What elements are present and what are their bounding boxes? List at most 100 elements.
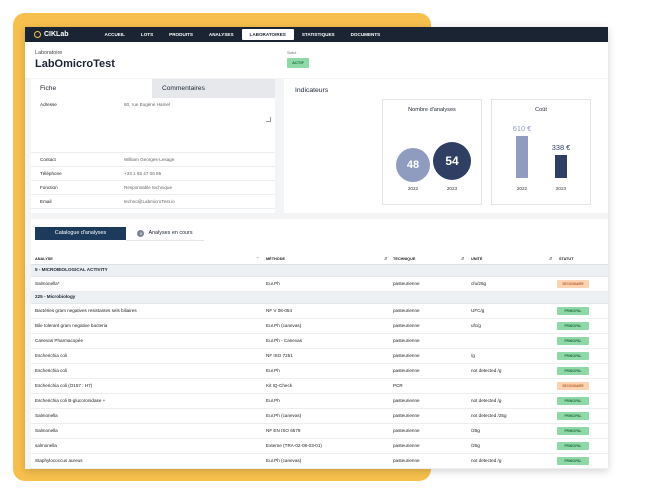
table-row[interactable]: Escherichia coli B-glucoronidase + Eur.Ph… <box>31 394 608 409</box>
analyse-cell: salmonella <box>35 443 57 448</box>
catalog-panel: Catalogue d'analyses 0 Analyses en cours… <box>31 219 608 469</box>
methode-cell: Eur.Ph (canevas) <box>266 458 302 463</box>
fonction-label: Fonction <box>40 185 58 190</box>
unite-cell: /25g <box>471 428 480 433</box>
tab-catalogue-analyses[interactable]: Catalogue d'analyses <box>35 227 126 240</box>
table-row[interactable]: Canevas Pharmacopée Eur.Ph - Canevas paste… <box>31 334 608 349</box>
unite-cell: not detected /25g <box>471 413 507 418</box>
nav-item-laboratoires[interactable]: LABORATOIRES <box>241 29 294 40</box>
resize-handle-icon[interactable] <box>266 117 271 122</box>
adresse-label: Adresse <box>40 102 57 107</box>
column-header-methode[interactable]: MÉTHODE <box>266 257 285 261</box>
contact-value: William Georges-Lesage <box>124 157 175 162</box>
analyse-cell: Canevas Pharmacopée <box>35 338 84 343</box>
unite-cell: not detected /g <box>471 398 502 403</box>
year-label: 2022 <box>516 186 528 191</box>
nav-item-accueil[interactable]: ACCUEIL <box>104 32 125 37</box>
technique-cell: PCR <box>393 383 403 388</box>
analyses-2022-bubble: 48 <box>396 148 430 182</box>
fiche-tabs: Fiche Commentaires <box>31 79 275 98</box>
breadcrumb[interactable]: Laboratoire <box>35 50 63 56</box>
methode-cell: Externe (TRA-02-08-03-01) <box>266 443 322 448</box>
statut-badge: PRINCIPAL <box>557 367 589 375</box>
cout-2022-value: 610 € <box>512 124 532 133</box>
technique-cell: pasteurienne <box>393 353 420 358</box>
nav-item-analyses[interactable]: ANALYSES <box>208 32 234 37</box>
tab-analyses-en-cours-label: Analyses en cours <box>148 230 193 236</box>
page-title: LabOmicroTest <box>35 58 115 70</box>
column-header-analyse[interactable]: ANALYSE <box>35 257 53 261</box>
nav-item-lots[interactable]: LOTS <box>140 32 154 37</box>
technique-cell: pasteurienne <box>393 443 420 448</box>
table-row[interactable]: Escherichia coli NF ISO 7251 pasteurienne /… <box>31 349 608 364</box>
tab-analyses-en-cours[interactable]: 0 Analyses en cours <box>126 227 204 241</box>
sort-updown-icon[interactable]: ⇵ <box>384 256 388 261</box>
statut-badge: PRINCIPAL <box>557 457 589 465</box>
table-row[interactable]: Escherichia coli Eur.Ph pasteurienne not de… <box>31 364 608 379</box>
fiche-panel: Fiche Commentaires Adresse 60, rue Eugèn… <box>31 79 275 213</box>
logo-icon <box>34 31 41 38</box>
table-row[interactable]: Bile tolerant gram negative bacteria Eur.… <box>31 319 608 334</box>
nav-item-produits[interactable]: PRODUITS <box>169 32 193 37</box>
table-row[interactable]: Salmonella* Eur.Ph pasteurienne cfu/25g SECO… <box>31 277 608 292</box>
logo[interactable]: CIKLab <box>34 31 69 38</box>
section-label: 225 - Microbiology <box>35 294 76 299</box>
sort-up-icon[interactable]: ⌃ <box>256 256 260 261</box>
methode-cell: NF V 08-054 <box>266 308 293 313</box>
table-row[interactable]: Salmonella NF EN ISO 6579 pasteurienne/25g… <box>31 424 608 439</box>
telephone-value: +33 1 65 47 06 85 <box>124 171 162 176</box>
statut-badge: PRINCIPAL <box>557 397 589 405</box>
unite-cell: UFC/g <box>471 308 485 313</box>
sort-updown-icon[interactable]: ⇵ <box>549 256 553 261</box>
nav-item-statistiques[interactable]: STATISTIQUES <box>301 32 335 37</box>
analyse-cell: Bile tolerant gram negative bacteria <box>35 323 108 328</box>
sort-updown-icon[interactable]: ⇵ <box>461 256 465 261</box>
column-header-technique[interactable]: TECHNIQUE <box>393 257 416 261</box>
telephone-row: Téléphone +33 1 65 47 06 85 <box>31 166 275 181</box>
section-row: 225 - Microbiology <box>31 292 608 304</box>
tab-fiche[interactable]: Fiche <box>31 79 152 98</box>
count-badge: 0 <box>137 230 145 237</box>
statut-badge: SECONDAIRE <box>557 280 589 288</box>
year-label: 2023 <box>446 186 458 191</box>
methode-cell: NF ISO 7251 <box>266 353 293 358</box>
table-row[interactable]: salmonella Externe (TRA-02-08-03-01) paste… <box>31 439 608 454</box>
table-row[interactable]: Escherichia coli (O157 : H7) Kit IQ-Check… <box>31 379 608 394</box>
top-navigation: CIKLab ACCUEIL LOTS PRODUITS ANALYSES LABORA… <box>25 27 608 42</box>
technique-cell: pasteurienne <box>393 338 420 343</box>
nombre-analyses-card: Nombre d'analyses 48 54 2022 2023 <box>382 99 482 205</box>
analyse-cell: Salmonella <box>35 413 58 418</box>
contact-label: Contact <box>40 157 56 162</box>
methode-cell: Eur.Ph (canevas) <box>266 323 302 328</box>
table-row[interactable]: Bactéries gram negatives resistantes sel… <box>31 304 608 319</box>
statut-badge: PRINCIPAL <box>557 442 589 450</box>
nav-item-documents[interactable]: DOCUMENTS <box>350 32 381 37</box>
column-header-unite[interactable]: UNITÉ <box>471 257 483 261</box>
section-row: 5 - MICROBIOLOGICAL ACTIVITY <box>31 265 608 277</box>
unite-cell: /25g <box>471 443 480 448</box>
technique-cell: pasteurienne <box>393 281 420 286</box>
statut-badge: PRINCIPAL <box>557 412 589 420</box>
table-row[interactable]: Staphylococcus aureus Eur.Ph (canevas) pas… <box>31 454 608 469</box>
cout-2023-bar <box>555 155 567 178</box>
indicateurs-panel: Indicateurs Nombre d'analyses 48 54 2022… <box>284 79 608 213</box>
year-label: 2023 <box>555 186 567 191</box>
year-label: 2022 <box>407 186 419 191</box>
adresse-row: Adresse 60, rue Eugène Hamel <box>31 98 275 125</box>
catalog-tabs: Catalogue d'analyses 0 Analyses en cours <box>35 227 204 241</box>
adresse-field[interactable]: 60, rue Eugène Hamel <box>124 102 170 107</box>
unite-cell: not detected /g <box>471 368 502 373</box>
status-badge: ACTIF <box>287 58 309 68</box>
methode-cell: Kit IQ-Check <box>266 383 293 388</box>
cout-2023-value: 338 € <box>551 143 571 152</box>
technique-cell: pasteurienne <box>393 368 420 373</box>
indicateurs-title: Indicateurs <box>295 87 329 94</box>
analyse-cell: Bactéries gram negatives resistantes sel… <box>35 308 137 313</box>
table-row[interactable]: Salmonella Eur.Ph (canevas) pasteurienne no… <box>31 409 608 424</box>
tab-commentaires[interactable]: Commentaires <box>152 79 275 98</box>
column-header-statut[interactable]: STATUT <box>559 257 574 261</box>
methode-cell: Eur.Ph <box>266 281 280 286</box>
table-body: 5 - MICROBIOLOGICAL ACTIVITY Salmonella* E… <box>31 265 608 469</box>
client-row <box>31 208 275 214</box>
status-label: Statut <box>287 51 297 55</box>
